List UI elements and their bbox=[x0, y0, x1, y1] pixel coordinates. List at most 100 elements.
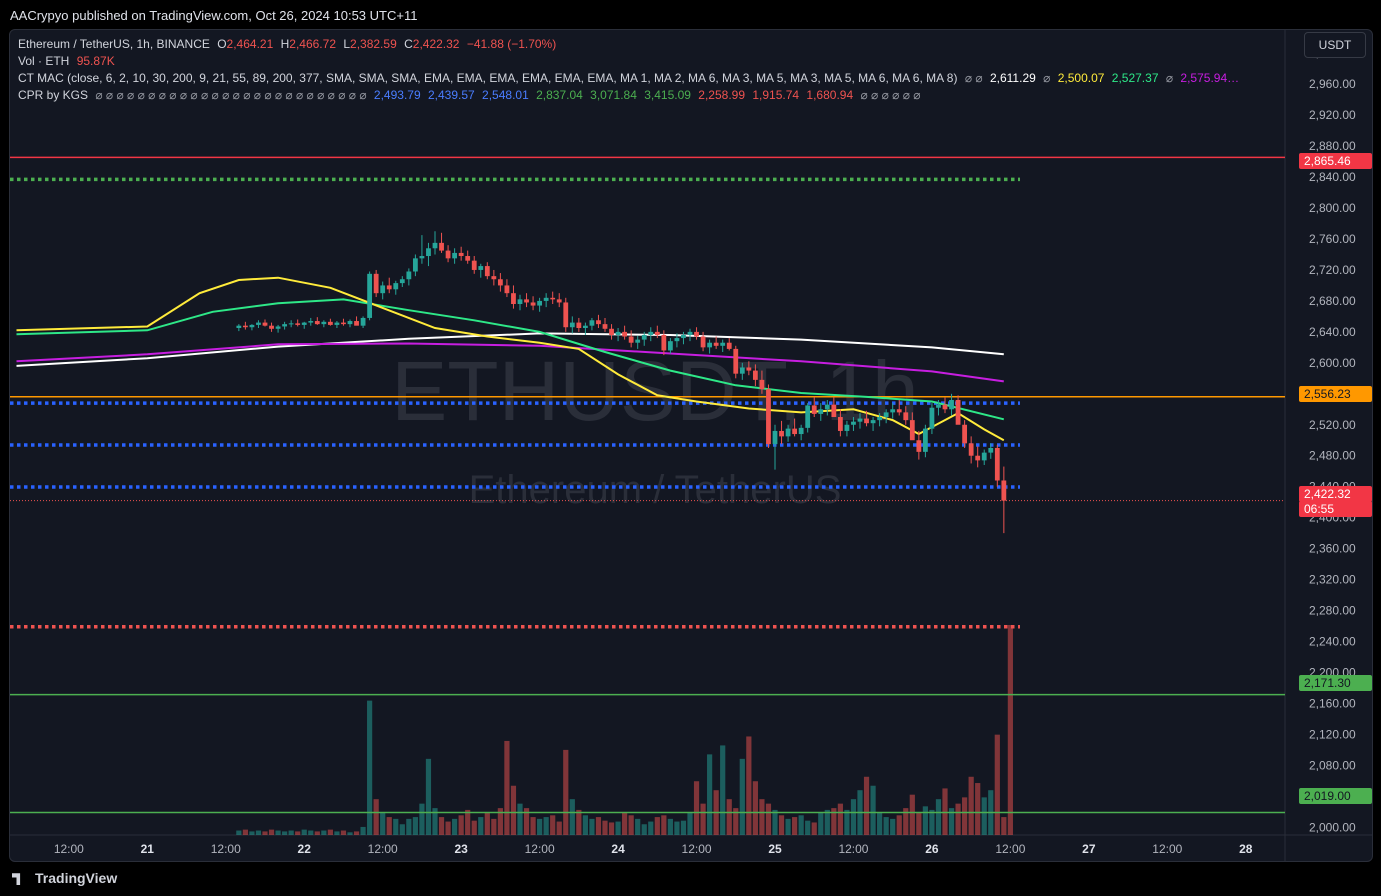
candle-body bbox=[831, 404, 837, 418]
candle-body bbox=[269, 325, 274, 329]
price-tag-last-price: 2,422.32 bbox=[1299, 486, 1372, 502]
candle-body bbox=[994, 447, 1000, 481]
x-axis-tick-label: 12:00 bbox=[838, 842, 868, 856]
candle-body bbox=[779, 430, 784, 437]
volume-bar bbox=[707, 754, 713, 835]
volume-bar bbox=[994, 734, 1000, 835]
candle-body bbox=[864, 418, 869, 424]
candle-body bbox=[282, 324, 288, 327]
candle-body bbox=[739, 367, 745, 374]
volume-bar bbox=[818, 812, 824, 835]
volume-bar bbox=[720, 745, 726, 835]
volume-bar bbox=[386, 817, 392, 835]
price-tag-red-level: 2,865.46 bbox=[1299, 153, 1372, 169]
candle-body bbox=[262, 322, 268, 326]
y-axis-tick-label: 2,160.00 bbox=[1309, 696, 1356, 710]
volume-bar bbox=[811, 822, 817, 835]
volume-bar bbox=[393, 818, 399, 835]
candle-body bbox=[870, 420, 876, 424]
ma-line-ma-white bbox=[16, 332, 1004, 367]
candle-body bbox=[471, 260, 477, 270]
candle-body bbox=[759, 379, 765, 390]
volume-bar bbox=[497, 808, 503, 835]
volume-bar bbox=[929, 809, 935, 835]
candle-body bbox=[360, 317, 366, 326]
cpr-green-3: 3,415.09 bbox=[644, 88, 691, 102]
candle-body bbox=[909, 420, 915, 441]
volume-bar bbox=[674, 821, 680, 835]
candle-body bbox=[576, 322, 582, 329]
volume-bar bbox=[595, 817, 602, 835]
candle-body bbox=[373, 273, 379, 294]
y-axis-tick-label: 2,480.00 bbox=[1309, 449, 1356, 463]
volume-bar bbox=[890, 818, 896, 835]
brand-name: TradingView bbox=[35, 870, 118, 886]
volume-bar bbox=[785, 818, 791, 835]
y-axis-tick-label: 2,360.00 bbox=[1309, 542, 1356, 556]
volume-bar bbox=[870, 785, 876, 835]
candle-body bbox=[537, 300, 543, 306]
candle-body bbox=[524, 299, 529, 303]
cpr-na-end: ⌀ ⌀ ⌀ ⌀ ⌀ ⌀ bbox=[860, 88, 921, 102]
candle-body bbox=[589, 320, 595, 326]
volume-bar bbox=[373, 799, 379, 835]
volume-bar bbox=[347, 832, 353, 835]
candle-body bbox=[811, 405, 817, 414]
x-axis-tick-label: 12:00 bbox=[368, 842, 398, 856]
volume-bar bbox=[968, 776, 974, 835]
candle-body bbox=[301, 322, 307, 325]
volume-bar bbox=[282, 831, 288, 835]
mac-na-3: ⌀ bbox=[1165, 71, 1174, 85]
currency-button[interactable]: USDT bbox=[1304, 32, 1366, 58]
cpr-red-1: 2,258.99 bbox=[698, 88, 746, 102]
ohlc-low-label: L bbox=[343, 37, 351, 51]
volume-bar bbox=[478, 817, 484, 835]
candle-body bbox=[955, 399, 961, 425]
candle-body bbox=[877, 417, 883, 421]
volume-bar bbox=[883, 817, 889, 835]
candle-body bbox=[412, 258, 418, 272]
candle-body bbox=[504, 285, 510, 294]
mac-value-white: 2,611.29 bbox=[989, 71, 1036, 85]
y-axis-tick-label: 2,240.00 bbox=[1309, 634, 1356, 648]
y-axis-tick-label: 2,600.00 bbox=[1309, 356, 1356, 370]
candle-body bbox=[615, 331, 621, 335]
cpr-legend-row[interactable]: CPR by KGS ⌀ ⌀ ⌀ ⌀ ⌀ ⌀ ⌀ ⌀ ⌀ ⌀ ⌀ ⌀ ⌀ ⌀ ⌀… bbox=[18, 87, 1293, 104]
volume-bar bbox=[693, 781, 700, 835]
candle-body bbox=[981, 452, 987, 461]
x-axis-tick-label: 23 bbox=[454, 842, 468, 856]
published-info: AACrypyo published on TradingView.com, O… bbox=[10, 8, 418, 23]
volume-bar bbox=[242, 829, 248, 835]
candle-body bbox=[694, 331, 699, 337]
price-tag-orange-level: 2,556.23 bbox=[1299, 386, 1372, 402]
candle-body bbox=[890, 409, 896, 413]
volume-bar bbox=[635, 818, 641, 835]
mac-legend-row[interactable]: CT MAC (close, 6, 2, 10, 30, 200, 9, 21,… bbox=[18, 70, 1293, 87]
y-axis-tick-label: 2,760.00 bbox=[1309, 232, 1356, 246]
ma-line-ma-purple bbox=[16, 342, 1004, 383]
volume-bar bbox=[249, 831, 255, 835]
x-axis-tick-label: 25 bbox=[768, 842, 782, 856]
volume-bar bbox=[739, 758, 745, 835]
volume-value: 95.87K bbox=[76, 54, 115, 68]
volume-bar bbox=[981, 797, 987, 835]
x-axis-tick-label: 26 bbox=[925, 842, 939, 856]
ohlc-open: 2,464.21 bbox=[226, 37, 274, 51]
candle-body bbox=[327, 321, 333, 325]
x-axis-tick-label: 28 bbox=[1239, 842, 1253, 856]
volume-bar bbox=[654, 817, 660, 835]
volume-bar bbox=[353, 831, 360, 835]
volume-bar bbox=[569, 799, 575, 835]
mac-na: ⌀ ⌀ bbox=[964, 71, 983, 85]
volume-bar bbox=[602, 820, 608, 835]
volume-legend-row[interactable]: Vol · ETH 95.87K bbox=[18, 53, 1293, 70]
tradingview-footer[interactable]: TradingView bbox=[12, 870, 117, 886]
volume-bar bbox=[746, 736, 752, 835]
candle-body bbox=[308, 321, 314, 323]
symbol-legend-row[interactable]: Ethereum / TetherUS, 1h, BINANCE O2,464.… bbox=[18, 36, 1293, 53]
candle-body bbox=[367, 273, 373, 318]
countdown-tag: 06:55 bbox=[1299, 501, 1372, 517]
volume-bar bbox=[582, 815, 588, 835]
